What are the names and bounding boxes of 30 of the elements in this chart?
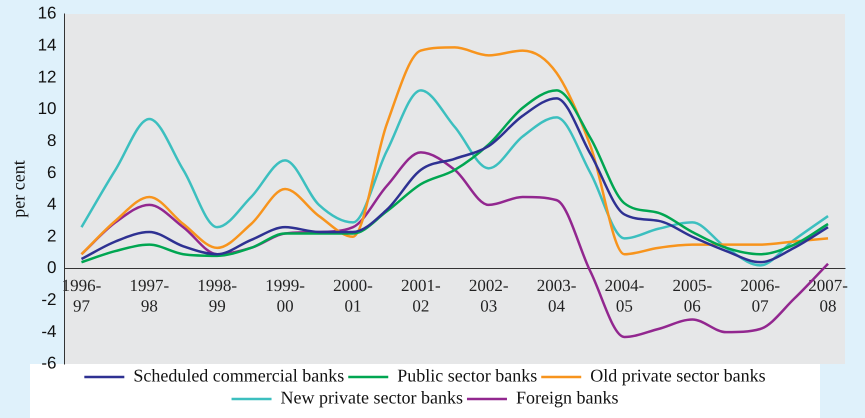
x-tick-label: 1999-00	[265, 276, 306, 316]
legend-label: Public sector banks	[397, 366, 538, 386]
legend-label: Scheduled commercial banks	[133, 366, 344, 386]
line-series	[80, 46, 830, 256]
y-tick-label: -4	[41, 322, 57, 341]
x-tick-label: 2006-07	[740, 276, 780, 316]
x-tick-label: 2004-05	[604, 276, 645, 316]
legend-label: Foreign banks	[516, 388, 618, 408]
x-tick-label: 2002-03	[468, 276, 509, 316]
y-tick-label: 10	[38, 99, 57, 118]
y-axis-title: per cent	[8, 160, 29, 218]
y-tick-label: 2	[47, 226, 57, 246]
x-tick-label: 2001-02	[400, 276, 441, 316]
x-tick-label: 1998-99	[197, 276, 238, 316]
x-tick-label: 2000-01	[333, 276, 374, 316]
x-tick-label: 2005-06	[672, 276, 712, 316]
legend-label: New private sector banks	[280, 388, 463, 408]
y-tick-label: 12	[38, 67, 57, 86]
x-tick-label: 1997-98	[130, 276, 170, 316]
y-tick-label: 16	[38, 4, 57, 23]
y-tick-label: 6	[47, 162, 57, 182]
y-tick-label: 8	[47, 130, 57, 150]
y-tick-label: -2	[41, 290, 57, 310]
x-tick-label: 2003-04	[536, 276, 577, 316]
legend-label: Old private sector banks	[590, 366, 766, 386]
y-tick-label: -6	[41, 354, 57, 373]
y-tick-label: 14	[38, 36, 57, 55]
y-tick-label: 0	[47, 258, 57, 278]
x-tick-label: 2007-08	[808, 276, 848, 316]
y-tick-label: 4	[47, 194, 57, 214]
